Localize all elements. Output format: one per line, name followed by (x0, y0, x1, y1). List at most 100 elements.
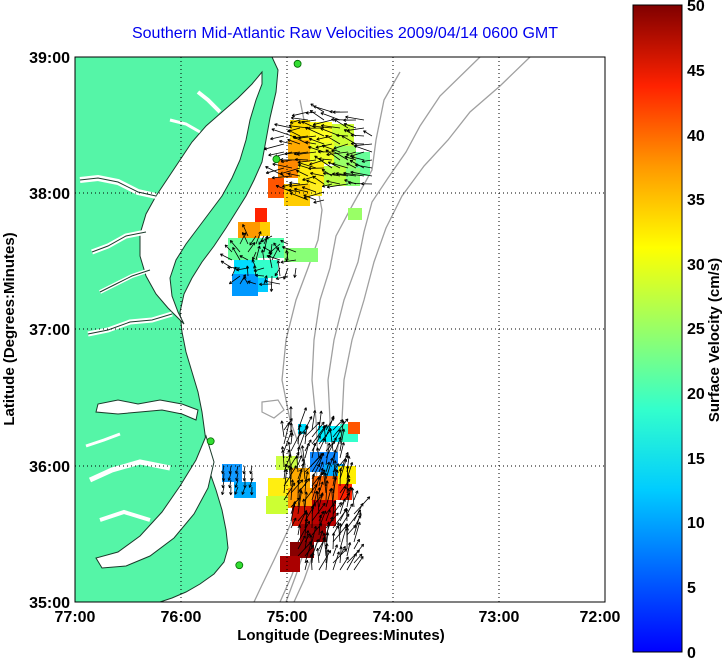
map-plot-area (75, 57, 605, 602)
velocity-arrow (318, 481, 324, 494)
velocity-arrow (353, 538, 360, 550)
velocity-arrow (350, 133, 365, 138)
velocity-arrow (250, 486, 254, 496)
velocity-arrow (325, 549, 330, 571)
velocity-arrow (308, 137, 325, 145)
velocity-arrow (279, 139, 293, 145)
colorbar (632, 4, 683, 653)
velocity-arrow (316, 447, 320, 459)
velocity-arrow (331, 503, 336, 522)
velocity-arrow (325, 500, 337, 515)
velocity-arrow (304, 424, 309, 445)
velocity-arrow (304, 518, 309, 536)
velocity-arrow (318, 452, 325, 466)
velocity-arrow (289, 466, 294, 480)
velocity-arrow (260, 235, 273, 243)
velocity-arrow (311, 525, 317, 543)
velocity-arrow (297, 478, 311, 494)
map-grid (75, 57, 605, 602)
velocity-arrow (241, 486, 246, 495)
y-tick-label: 35:00 (29, 595, 70, 612)
velocity-arrow (289, 183, 309, 188)
velocity-arrow (312, 124, 333, 129)
x-tick-label: 74:00 (373, 609, 414, 626)
velocity-arrow (245, 265, 250, 277)
velocity-arrow (346, 151, 357, 156)
bathymetry-contour-shallow (253, 99, 323, 602)
velocity-arrow (247, 241, 256, 253)
velocity-arrow (282, 245, 297, 253)
velocity-arrow (224, 244, 233, 253)
velocity-arrow (263, 275, 268, 285)
velocity-arrow (253, 267, 265, 272)
velocity-arrow (301, 186, 317, 193)
velocity-arrow (297, 490, 303, 515)
velocity-arrow (262, 246, 273, 253)
velocity-arrow (288, 188, 301, 193)
colorbar-tick-label: 50 (687, 0, 705, 15)
velocity-arrow (287, 172, 301, 177)
velocity-arrow (344, 155, 357, 161)
velocity-arrow (309, 554, 313, 571)
velocity-arrow (228, 479, 232, 489)
velocity-arrow (304, 530, 310, 550)
velocity-arrow (227, 472, 232, 481)
velocity-arrow (289, 119, 301, 124)
velocity-arrow (287, 441, 292, 459)
velocity-arrow (351, 155, 365, 161)
velocity-arrow (288, 129, 301, 137)
y-tick-label: 39:00 (29, 50, 70, 67)
velocity-arrow (293, 267, 297, 278)
velocity-arrow (332, 162, 349, 169)
velocity-arrow (353, 503, 364, 522)
velocity-arrow (322, 171, 341, 177)
velocity-arrow (339, 428, 346, 452)
velocity-arrow (296, 479, 301, 501)
velocity-arrow (354, 163, 373, 169)
velocity-arrow (343, 118, 357, 122)
pamlico-sound (95, 434, 215, 569)
velocity-arrow (281, 449, 285, 466)
velocity-arrow (339, 452, 349, 473)
velocity-arrow (263, 143, 285, 151)
velocity-arrow (325, 461, 331, 473)
velocity-arrow (325, 543, 329, 564)
velocity-arrow (304, 478, 308, 494)
velocity-arrow (325, 532, 330, 550)
velocity-arrow (316, 547, 320, 564)
velocity-arrow (290, 501, 297, 522)
velocity-arrow (270, 135, 285, 141)
colorbar-ticks: 50 45 40 35 30 25 20 15 10 5 0 (687, 0, 705, 659)
velocity-arrow (325, 415, 335, 438)
velocity-arrow (343, 129, 357, 137)
radar-station-marker (206, 437, 215, 446)
velocity-arrow (309, 534, 313, 550)
velocity-arrow (275, 275, 289, 280)
velocity-arrow (242, 465, 246, 475)
velocity-arrow (332, 110, 349, 114)
velocity-arrow (255, 245, 261, 261)
velocity-arrow (310, 103, 325, 113)
velocity-arrow (264, 279, 281, 285)
velocity-arrow (271, 175, 293, 180)
velocity-arrow (241, 231, 249, 245)
velocity-arrow (318, 438, 326, 452)
y-axis-label: Latitude (Degrees:Minutes) (1, 232, 18, 425)
velocity-arrow (325, 149, 341, 161)
radar-stations (206, 59, 302, 570)
colorbar-tick-label: 0 (687, 645, 696, 659)
velocity-arrow (363, 130, 373, 137)
velocity-arrow (247, 280, 257, 285)
velocity-arrow (255, 231, 262, 245)
velocity-arrow (229, 486, 233, 496)
velocity-arrow (228, 465, 232, 475)
x-axis-ticks: 77:00 76:00 75:00 74:00 73:00 72:00 (55, 609, 621, 626)
albemarle-sound (95, 399, 199, 421)
velocity-arrow (287, 138, 301, 145)
colorbar-tick-label: 15 (687, 451, 705, 468)
velocity-arrow (239, 255, 249, 261)
velocity-arrow (268, 151, 285, 157)
x-tick-label: 75:00 (267, 609, 308, 626)
velocity-arrow (221, 465, 225, 475)
velocity-arrow (318, 467, 324, 487)
